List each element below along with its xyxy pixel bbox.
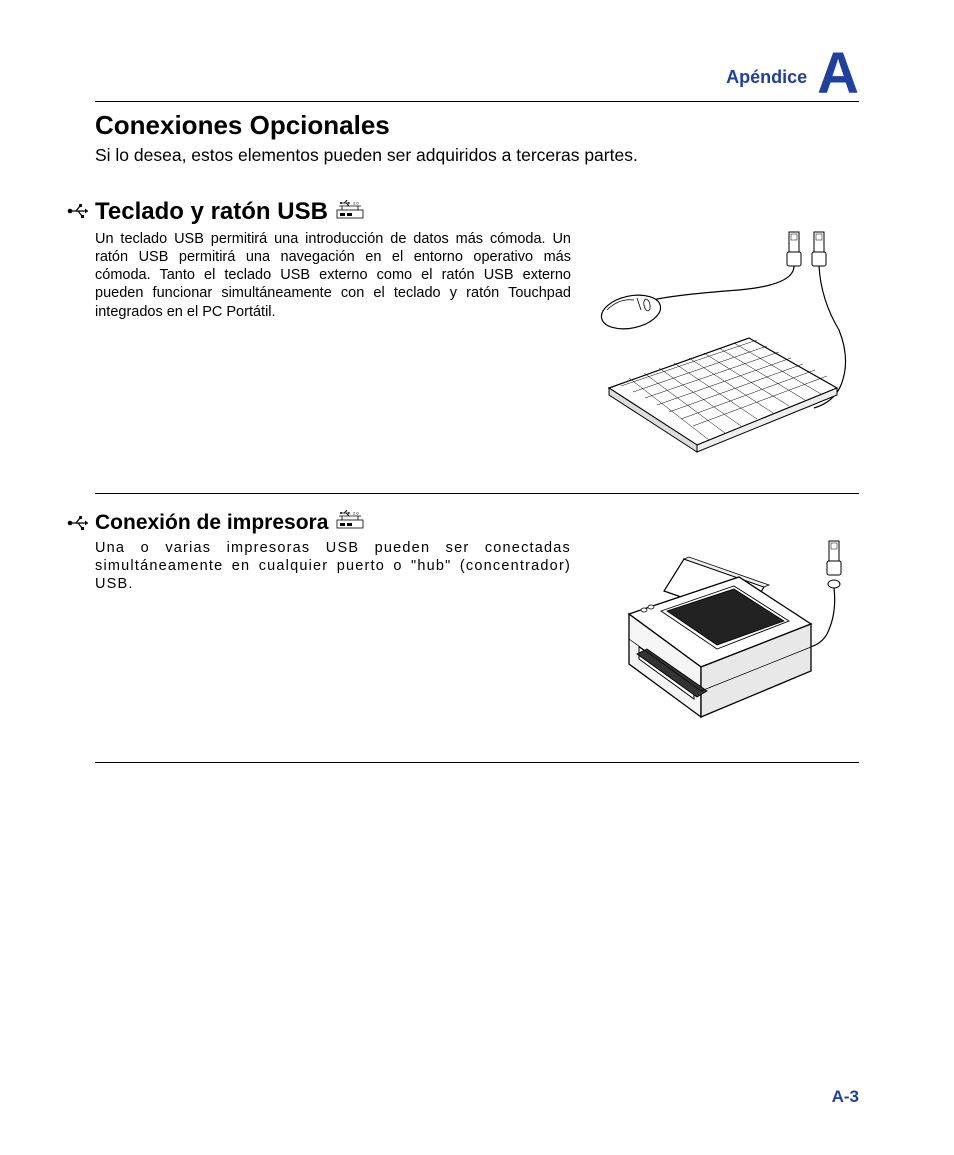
- usb-badge-icon: 2.0: [336, 200, 366, 225]
- section-content: Un teclado USB permitirá una introducció…: [95, 230, 859, 465]
- section-keyboard-mouse: Teclado y ratón USB 2.0 Un teclado USB p…: [95, 198, 859, 465]
- usb-trident-icon: [67, 514, 91, 537]
- appendix-letter: A: [817, 45, 859, 103]
- usb-version-text: 2.0: [353, 200, 359, 205]
- section-content: Una o varias impresoras USB pueden ser c…: [95, 539, 859, 734]
- appendix-label: Apéndice: [726, 67, 807, 88]
- mouse-icon: [598, 290, 663, 334]
- keyboard-icon: [609, 338, 837, 452]
- header-row: Apéndice A: [95, 45, 859, 103]
- printer-illustration: [589, 539, 859, 734]
- mouse-cable: [644, 266, 794, 302]
- usb-trident-icon: [67, 202, 91, 225]
- usb-connector-2-icon: [812, 232, 826, 266]
- keyboard-mouse-illustration: [589, 230, 859, 465]
- usb-connector-1-icon: [787, 232, 801, 266]
- section-divider-1: [95, 493, 859, 494]
- section-title: Teclado y ratón USB: [95, 198, 328, 226]
- usb-connector-icon: [827, 541, 841, 588]
- section-title-row: Conexión de impresora 2.0: [95, 510, 859, 535]
- section-body-text: Una o varias impresoras USB pueden ser c…: [95, 539, 571, 593]
- usb-version-text: 2.0: [353, 511, 359, 516]
- top-divider: [95, 101, 859, 102]
- page-title: Conexiones Opcionales: [95, 110, 859, 141]
- section-body-text: Un teclado USB permitirá una introducció…: [95, 230, 571, 321]
- section-divider-2: [95, 762, 859, 763]
- page-number: A-3: [832, 1087, 859, 1107]
- usb-badge-icon: 2.0: [336, 510, 366, 535]
- printer-icon: [629, 557, 811, 717]
- section-printer: Conexión de impresora 2.0 Una o varias i…: [95, 510, 859, 734]
- section-title-row: Teclado y ratón USB 2.0: [95, 198, 859, 226]
- section-title: Conexión de impresora: [95, 511, 328, 535]
- intro-text: Si lo desea, estos elementos pueden ser …: [95, 145, 859, 166]
